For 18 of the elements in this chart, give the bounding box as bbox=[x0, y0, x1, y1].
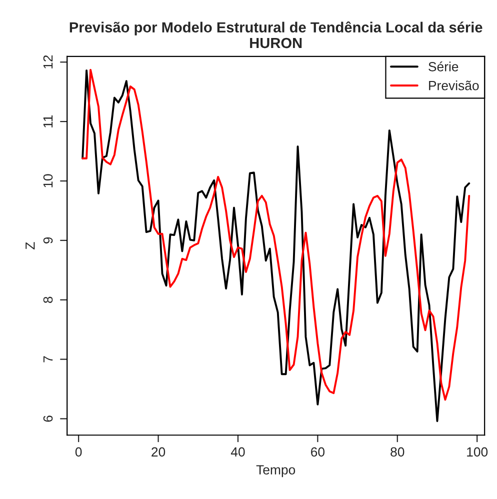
x-tick-label: 40 bbox=[230, 447, 245, 457]
x-axis-title: Tempo bbox=[256, 465, 296, 478]
y-tick-label: 7 bbox=[43, 356, 53, 362]
x-tick-label: 0 bbox=[75, 447, 82, 457]
y-tick-label: 9 bbox=[43, 237, 53, 244]
chart-title: Previsão por Modelo Estrutural de Tendência Local da série HURON bbox=[70, 21, 482, 48]
y-tick-label: 10 bbox=[43, 174, 53, 188]
y-tick-label: 6 bbox=[43, 416, 53, 422]
y-tick-label: 11 bbox=[43, 115, 53, 128]
y-axis-title: Z bbox=[26, 242, 35, 250]
y-tick-label: 12 bbox=[43, 55, 53, 68]
x-tick-label: 60 bbox=[311, 447, 324, 457]
y-tick-label: 8 bbox=[43, 296, 53, 303]
x-tick-label: 100 bbox=[467, 447, 488, 457]
legend-label: Previsão bbox=[429, 80, 479, 90]
legend-label: Série bbox=[428, 62, 458, 72]
x-tick-label: 20 bbox=[152, 447, 166, 457]
x-tick-label: 80 bbox=[390, 447, 404, 457]
